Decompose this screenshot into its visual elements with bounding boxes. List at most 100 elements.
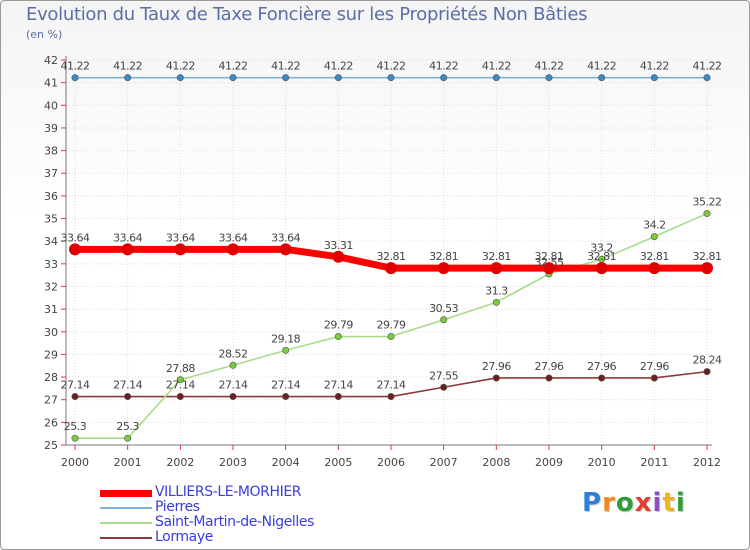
y-tick-label: 31 xyxy=(44,303,58,316)
logo-letter: i xyxy=(652,488,663,518)
data-label-2: 30.53 xyxy=(429,302,458,315)
series-point-1 xyxy=(282,74,290,82)
x-tick-label: 2009 xyxy=(535,456,563,469)
proxiti-logo: Proxiti xyxy=(582,488,686,518)
x-tick-label: 2011 xyxy=(640,456,668,469)
x-tick-label: 2004 xyxy=(272,456,300,469)
data-label-2: 32.55 xyxy=(535,256,564,269)
series-point-2 xyxy=(703,210,711,218)
legend-swatch xyxy=(100,537,152,539)
x-tick-label: 2012 xyxy=(693,456,721,469)
data-label-3: 27.96 xyxy=(587,360,616,373)
data-label-0: 33.64 xyxy=(271,231,300,244)
data-label-1: 41.22 xyxy=(640,60,669,73)
x-tick-label: 2008 xyxy=(482,456,510,469)
series-point-1 xyxy=(440,74,448,82)
data-label-3: 27.55 xyxy=(429,369,458,382)
data-label-0: 33.64 xyxy=(166,231,195,244)
series-point-1 xyxy=(598,74,606,82)
data-label-2: 28.52 xyxy=(219,347,248,360)
logo-letter: P xyxy=(582,488,603,518)
series-point-3 xyxy=(703,368,711,376)
series-point-1 xyxy=(703,74,711,82)
series-point-2 xyxy=(282,346,290,354)
data-label-1: 41.22 xyxy=(324,60,353,73)
data-label-3: 27.14 xyxy=(166,379,195,392)
data-label-0: 32.81 xyxy=(535,250,564,263)
data-label-2: 33.2 xyxy=(590,241,613,254)
y-tick-label: 36 xyxy=(44,190,58,203)
legend-label: VILLIERS-LE-MORHIER xyxy=(155,484,302,500)
data-label-0: 33.64 xyxy=(113,231,142,244)
data-label-1: 41.22 xyxy=(429,60,458,73)
data-label-2: 29.79 xyxy=(324,319,353,332)
data-label-1: 41.22 xyxy=(61,60,90,73)
x-tick-label: 2010 xyxy=(588,456,616,469)
data-label-1: 41.22 xyxy=(377,60,406,73)
series-point-3 xyxy=(334,393,342,401)
data-label-3: 27.96 xyxy=(535,360,564,373)
x-tick-label: 2002 xyxy=(166,456,194,469)
logo-letter: i xyxy=(675,488,686,518)
series-point-1 xyxy=(387,74,395,82)
y-tick-label: 35 xyxy=(44,213,58,226)
series-point-1 xyxy=(176,74,184,82)
series-point-3 xyxy=(176,393,184,401)
y-tick-label: 29 xyxy=(44,348,58,361)
data-label-1: 41.22 xyxy=(482,60,511,73)
data-label-2: 25.3 xyxy=(64,420,87,433)
chart-title: Evolution du Taux de Taxe Foncière sur l… xyxy=(26,4,588,25)
series-point-2 xyxy=(71,434,79,442)
data-label-3: 27.14 xyxy=(377,379,406,392)
data-label-2: 25.3 xyxy=(116,420,139,433)
data-label-3: 27.14 xyxy=(324,379,353,392)
data-label-0: 32.81 xyxy=(429,250,458,263)
data-label-0: 32.81 xyxy=(587,250,616,263)
data-label-0: 32.81 xyxy=(640,250,669,263)
series-point-0 xyxy=(701,262,713,275)
data-label-2: 31.3 xyxy=(485,284,508,297)
data-label-1: 41.22 xyxy=(166,60,195,73)
data-label-1: 41.22 xyxy=(219,60,248,73)
series-point-1 xyxy=(492,74,500,82)
series-point-0 xyxy=(332,250,345,263)
legend-swatch xyxy=(100,507,152,509)
series-point-3 xyxy=(598,374,606,382)
series-point-1 xyxy=(650,74,658,82)
data-label-0: 33.64 xyxy=(61,231,90,244)
data-label-2: 29.79 xyxy=(377,319,406,332)
data-label-1: 41.22 xyxy=(535,60,564,73)
series-point-3 xyxy=(124,393,132,401)
chart-unit: (en %) xyxy=(26,28,63,41)
data-label-0: 32.81 xyxy=(693,250,722,263)
data-label-1: 41.22 xyxy=(693,60,722,73)
series-point-3 xyxy=(387,393,395,401)
series-layer xyxy=(69,74,713,442)
series-point-0 xyxy=(595,262,608,275)
series-point-0 xyxy=(437,262,450,275)
series-point-2 xyxy=(176,376,184,384)
y-tick-label: 40 xyxy=(44,99,58,112)
series-point-3 xyxy=(71,393,79,401)
data-label-0: 33.31 xyxy=(324,239,353,252)
series-point-0 xyxy=(227,243,239,256)
data-label-2: 27.88 xyxy=(166,362,195,375)
series-point-0 xyxy=(543,262,555,275)
series-point-3 xyxy=(650,374,658,382)
series-point-3 xyxy=(492,374,500,382)
logo-letter: x xyxy=(634,488,653,518)
y-tick-label: 41 xyxy=(44,77,58,90)
y-tick-label: 26 xyxy=(44,416,58,429)
series-point-0 xyxy=(279,243,292,256)
data-label-0: 32.81 xyxy=(377,250,406,263)
series-point-1 xyxy=(545,74,553,82)
series-point-3 xyxy=(440,383,448,391)
data-label-1: 41.22 xyxy=(271,60,300,73)
data-label-0: 32.81 xyxy=(482,250,511,263)
x-tick-label: 2006 xyxy=(377,456,405,469)
logo-letter: t xyxy=(662,488,676,518)
data-label-2: 29.18 xyxy=(271,332,300,345)
data-label-3: 27.14 xyxy=(113,379,142,392)
series-point-3 xyxy=(229,393,237,401)
